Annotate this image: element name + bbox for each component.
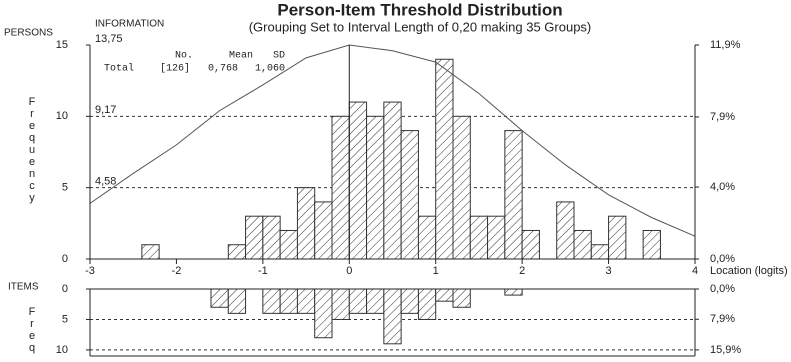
bar bbox=[366, 288, 385, 314]
bar bbox=[296, 288, 316, 314]
chart-title: Person-Item Threshold Distribution bbox=[277, 0, 562, 19]
bar bbox=[331, 288, 350, 320]
y-tick-label: 0 bbox=[62, 283, 68, 295]
y-tick-label: 5 bbox=[62, 182, 68, 194]
bar bbox=[141, 244, 160, 260]
bar bbox=[504, 288, 523, 296]
y2-tick-label: 15,9% bbox=[710, 344, 741, 356]
y3-label: INFORMATION bbox=[95, 19, 164, 30]
y-tick-label: 5 bbox=[62, 313, 68, 325]
bar bbox=[348, 101, 368, 260]
bar bbox=[366, 115, 385, 260]
y2-tick-label: 7,9% bbox=[710, 111, 735, 123]
x-tick-label: 2 bbox=[519, 265, 525, 277]
y-tick-label: 10 bbox=[56, 110, 68, 122]
x-tick-label: 4 bbox=[692, 265, 698, 277]
bar bbox=[452, 115, 471, 260]
x-tick-label: 3 bbox=[606, 265, 612, 277]
bar bbox=[452, 288, 471, 308]
x-tick-label: -2 bbox=[172, 265, 182, 277]
y2-tick-label: 7,9% bbox=[710, 313, 735, 325]
y-label: ITEMS bbox=[8, 282, 39, 293]
y2-tick-label: 11,9% bbox=[710, 39, 741, 51]
x-tick-label: -3 bbox=[85, 265, 95, 277]
stats-table: No. Mean SD Total [126] 0,768 1,060 bbox=[104, 51, 285, 75]
bar bbox=[383, 288, 402, 345]
x-tick-label: 1 bbox=[433, 265, 439, 277]
y2-tick-label: 4,0% bbox=[710, 181, 735, 193]
stats-cell: 1,060 bbox=[255, 64, 285, 75]
x-tick-label: -1 bbox=[258, 265, 268, 277]
bar bbox=[227, 288, 247, 314]
x-label: Location (logits) bbox=[710, 265, 788, 277]
stats-cell: Total bbox=[104, 63, 134, 75]
bar bbox=[227, 244, 247, 260]
y2-tick-label: 0,0% bbox=[710, 283, 735, 295]
bar bbox=[469, 215, 489, 260]
bar bbox=[262, 288, 281, 314]
y-tick-label: 10 bbox=[56, 344, 68, 356]
bar bbox=[296, 187, 316, 260]
bar bbox=[435, 288, 454, 302]
bar bbox=[590, 244, 610, 260]
bar bbox=[279, 229, 298, 260]
bar bbox=[487, 215, 506, 260]
chart-subtitle: (Grouping Set to Interval Length of 0,20… bbox=[249, 19, 592, 34]
bar bbox=[331, 115, 350, 260]
y-tick-label: 15 bbox=[56, 39, 68, 51]
bar bbox=[314, 288, 333, 339]
bar bbox=[556, 201, 575, 260]
bar bbox=[383, 101, 402, 260]
stats-header: Mean bbox=[229, 51, 253, 62]
bar bbox=[262, 215, 281, 260]
bar bbox=[279, 288, 298, 314]
bar bbox=[400, 130, 419, 260]
x-tick-label: 0 bbox=[346, 265, 352, 277]
bar bbox=[314, 201, 333, 260]
information-curve bbox=[89, 44, 696, 237]
stats-cell: 0,768 bbox=[208, 64, 238, 75]
stats-header: SD bbox=[273, 51, 285, 62]
bar bbox=[400, 288, 419, 314]
y3-tick-label: 9,17 bbox=[95, 104, 116, 116]
bar bbox=[642, 229, 661, 260]
stats-header: No. bbox=[175, 51, 193, 62]
bar bbox=[210, 288, 229, 308]
bar bbox=[435, 58, 454, 260]
bar bbox=[348, 288, 368, 314]
y2-tick-label: 0,0% bbox=[710, 253, 735, 265]
bar bbox=[504, 130, 523, 260]
bar bbox=[245, 215, 264, 260]
bar bbox=[417, 215, 437, 260]
y-label: PERSONS bbox=[4, 28, 53, 39]
bar bbox=[417, 288, 437, 320]
bar bbox=[521, 229, 540, 260]
stats-cell: [126] bbox=[160, 63, 190, 75]
y3-tick-label: 13,75 bbox=[95, 33, 123, 45]
y-tick-label: 0 bbox=[62, 253, 68, 265]
y3-tick-label: 4,58 bbox=[95, 176, 116, 188]
bar bbox=[608, 215, 627, 260]
bar bbox=[573, 229, 592, 260]
